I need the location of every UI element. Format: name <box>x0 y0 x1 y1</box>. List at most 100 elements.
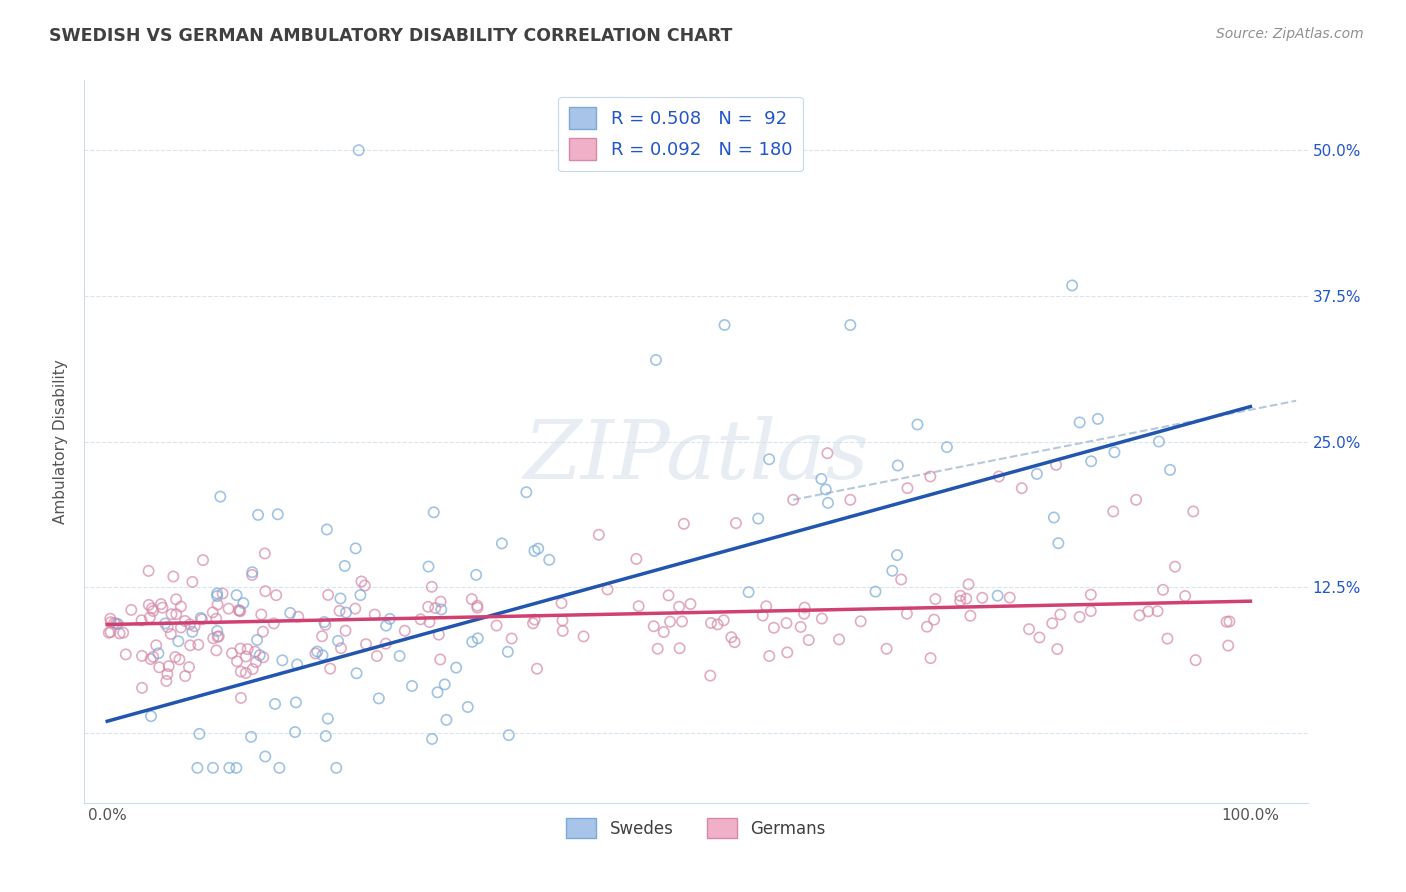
Point <box>668 641 690 656</box>
Point <box>205 624 228 638</box>
Point <box>775 616 797 631</box>
Point <box>388 648 411 663</box>
Point <box>284 695 307 709</box>
Point <box>249 648 271 663</box>
Point <box>418 599 440 614</box>
Point <box>139 610 162 624</box>
Point <box>186 761 208 775</box>
Point <box>1159 463 1181 477</box>
Point <box>174 614 197 628</box>
Point <box>264 697 287 711</box>
Point <box>828 632 851 647</box>
Point <box>420 731 443 746</box>
Point <box>668 599 690 614</box>
Point <box>179 617 201 632</box>
Point <box>354 637 377 651</box>
Point <box>949 594 972 608</box>
Text: Source: ZipAtlas.com: Source: ZipAtlas.com <box>1216 27 1364 41</box>
Point <box>284 725 307 739</box>
Point <box>959 608 981 623</box>
Point <box>401 679 423 693</box>
Point <box>467 632 489 646</box>
Point <box>907 417 929 432</box>
Point <box>285 657 308 672</box>
Point <box>955 591 977 606</box>
Point <box>264 588 287 602</box>
Point <box>170 620 193 634</box>
Point <box>229 604 252 618</box>
Point <box>817 496 839 510</box>
Point <box>228 603 250 617</box>
Point <box>515 485 537 500</box>
Point <box>758 648 780 663</box>
Point <box>890 573 912 587</box>
Point <box>865 584 887 599</box>
Point <box>876 641 898 656</box>
Point <box>987 469 1010 483</box>
Point <box>699 668 721 682</box>
Point <box>250 607 273 622</box>
Point <box>776 645 799 659</box>
Point <box>1045 458 1067 472</box>
Point <box>551 624 574 638</box>
Point <box>155 673 177 688</box>
Point <box>1147 434 1170 449</box>
Point <box>920 469 942 483</box>
Point <box>267 508 290 522</box>
Point <box>242 662 264 676</box>
Point <box>131 648 153 663</box>
Point <box>311 648 333 663</box>
Point <box>190 611 212 625</box>
Point <box>278 606 301 620</box>
Point <box>240 568 263 582</box>
Point <box>139 652 162 666</box>
Point <box>374 637 396 651</box>
Point <box>1069 610 1091 624</box>
Point <box>1043 510 1066 524</box>
Point <box>1146 604 1168 618</box>
Point <box>1125 492 1147 507</box>
Point <box>436 713 458 727</box>
Point <box>103 615 125 630</box>
Point <box>626 552 648 566</box>
Point <box>924 592 946 607</box>
Point <box>1156 632 1178 646</box>
Point <box>252 650 274 665</box>
Point <box>723 635 745 649</box>
Point <box>467 600 489 615</box>
Point <box>430 602 453 616</box>
Point <box>157 659 180 673</box>
Point <box>1028 631 1050 645</box>
Point <box>1218 615 1240 629</box>
Point <box>409 612 432 626</box>
Point <box>713 318 735 332</box>
Point <box>112 625 135 640</box>
Point <box>366 648 388 663</box>
Point <box>364 607 387 622</box>
Point <box>311 629 333 643</box>
Point <box>179 638 201 652</box>
Point <box>243 645 266 659</box>
Point <box>205 589 228 603</box>
Point <box>1215 615 1237 629</box>
Point <box>498 728 520 742</box>
Point <box>1087 412 1109 426</box>
Point <box>762 621 785 635</box>
Point <box>207 630 229 644</box>
Point <box>347 143 370 157</box>
Point <box>523 544 546 558</box>
Point <box>659 615 682 629</box>
Point <box>145 638 167 652</box>
Point <box>1137 604 1160 618</box>
Point <box>987 589 1010 603</box>
Point <box>138 564 160 578</box>
Point <box>427 627 450 641</box>
Point <box>205 586 228 600</box>
Point <box>814 483 837 497</box>
Point <box>1062 278 1084 293</box>
Point <box>254 584 277 599</box>
Point <box>350 574 373 589</box>
Point <box>526 662 548 676</box>
Point <box>647 641 669 656</box>
Point <box>98 612 121 626</box>
